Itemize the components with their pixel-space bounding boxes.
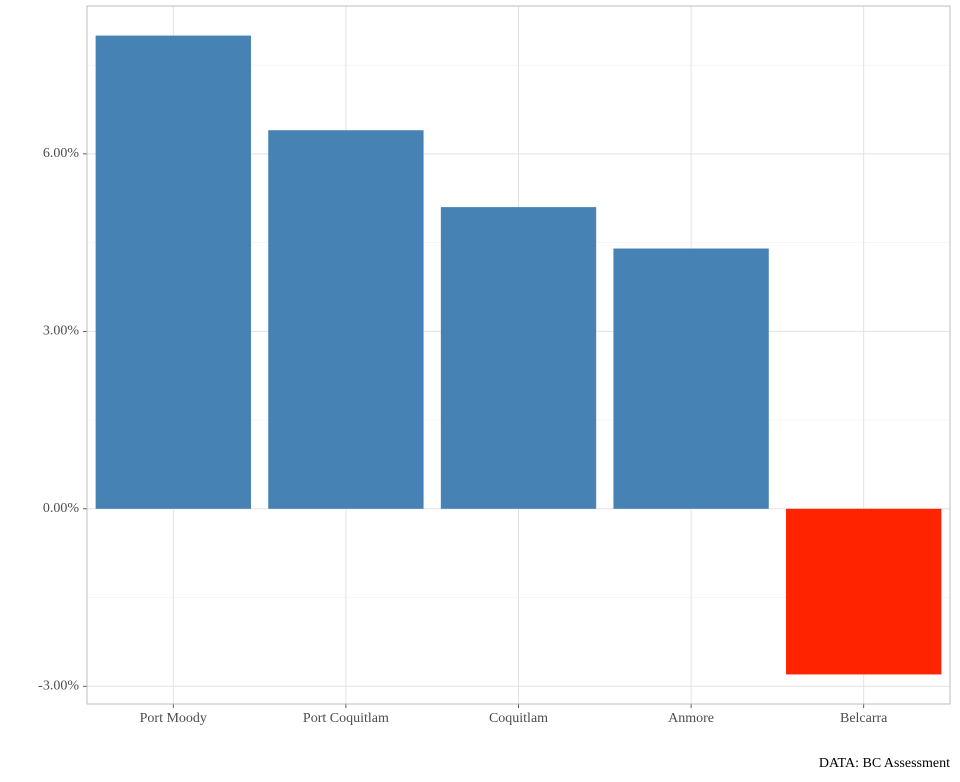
y-tick-label: 6.00% bbox=[43, 146, 80, 161]
bar bbox=[268, 130, 424, 509]
x-tick-label: Port Coquitlam bbox=[303, 711, 389, 726]
bar bbox=[440, 207, 597, 509]
x-tick-label: Belcarra bbox=[840, 711, 888, 726]
y-tick-label: -3.00% bbox=[38, 678, 79, 693]
y-tick-label: 3.00% bbox=[43, 324, 80, 339]
bar bbox=[95, 35, 251, 509]
x-tick-label: Port Moody bbox=[140, 711, 207, 726]
bar bbox=[613, 248, 769, 509]
x-tick-label: Anmore bbox=[668, 711, 714, 726]
y-tick-label: 0.00% bbox=[43, 501, 80, 516]
plot-border bbox=[86, 5, 951, 705]
caption: DATA: BC Assessment bbox=[819, 756, 950, 771]
x-tick-label: Coquitlam bbox=[489, 711, 548, 726]
bar bbox=[786, 508, 942, 675]
